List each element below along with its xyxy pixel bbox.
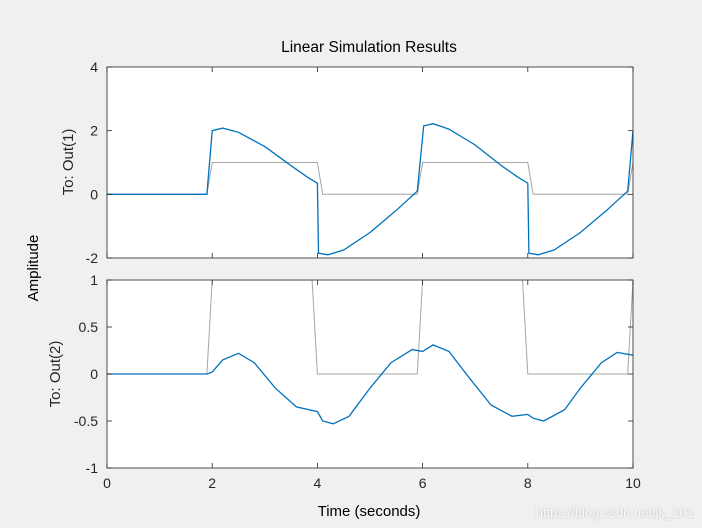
x-tick-label: 4 (314, 475, 322, 491)
x-axis-label: Time (seconds) (318, 503, 421, 520)
x-tick-label: 2 (208, 475, 216, 491)
axes-out1: -2 0 2 4 To: Out(1) (60, 59, 634, 266)
axes-frame (106, 66, 634, 259)
plot-area (107, 67, 633, 258)
watermark: https://blog.csdn.net/jk_101 (535, 505, 694, 520)
y-axis-label-amplitude: Amplitude (25, 235, 42, 302)
y-tick-label: 2 (90, 123, 98, 139)
input-signal-line-out1-cont (212, 162, 633, 195)
axes-out2: 0 2 4 6 8 10 -1 -0.5 0 0.5 1 To: Out(2) (47, 272, 641, 491)
y-tick-label: 0 (90, 366, 98, 382)
chart-title: Linear Simulation Results (281, 39, 457, 56)
y-tick-label: 0.5 (79, 319, 99, 335)
y-tick-label: 0 (90, 186, 98, 202)
response-line-out2 (107, 344, 633, 425)
y-tick-label: -0.5 (74, 413, 98, 429)
input-signal-line-out2 (107, 280, 633, 375)
x-tick-label: 8 (524, 475, 532, 491)
subplot-ylabel-out1: To: Out(1) (60, 129, 77, 196)
x-tick-label: 6 (419, 475, 427, 491)
y-tick-label: 1 (90, 272, 98, 288)
y-tick-label: -1 (86, 460, 99, 476)
response-line-out1 (107, 123, 633, 256)
x-tick-label: 0 (103, 475, 111, 491)
y-tick-label: -2 (86, 250, 99, 266)
y-tick-label: 4 (90, 59, 98, 75)
x-tick-label: 10 (625, 475, 641, 491)
subplot-ylabel-out2: To: Out(2) (47, 341, 64, 408)
